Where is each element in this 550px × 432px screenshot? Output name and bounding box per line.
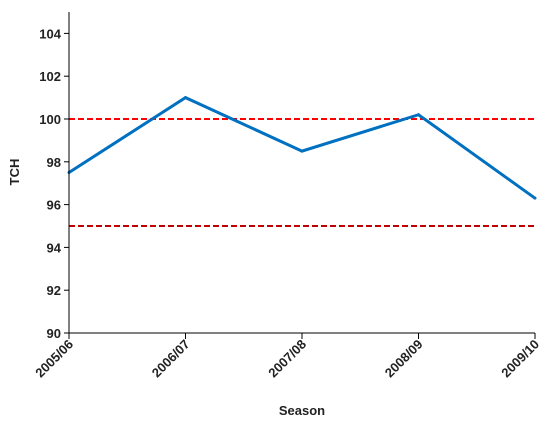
x-tick-label-2007-08: 2007/08 [265, 337, 309, 381]
x-tick-label-2005-06: 2005/06 [32, 337, 76, 381]
y-tick-label-90: 90 [47, 326, 61, 341]
x-tick-label-2008-09: 2008/09 [382, 337, 426, 381]
y-tick-label-96: 96 [47, 198, 61, 213]
y-tick-label-94: 94 [47, 240, 62, 255]
labels-layer: Season TCH [7, 159, 325, 418]
y-tick-label-104: 104 [39, 26, 61, 41]
y-tick-label-92: 92 [47, 283, 61, 298]
x-tick-label-2009-10: 2009/10 [498, 337, 542, 381]
series-layer [67, 95, 537, 200]
data-point-2009-10 [533, 196, 537, 200]
reference-lines-layer [69, 118, 535, 227]
x-axis-title: Season [279, 403, 325, 418]
data-point-2007-08 [300, 149, 304, 153]
y-tick-label-100: 100 [39, 112, 61, 127]
x-tick-label-2006-07: 2006/07 [149, 337, 193, 381]
y-axis-title: TCH [7, 159, 22, 186]
data-point-2008-09 [417, 113, 420, 117]
series-line-1 [68, 95, 536, 200]
y-tick-label-98: 98 [47, 155, 61, 170]
y-tick-label-102: 102 [39, 69, 61, 84]
axes-layer: 90 92 94 96 98 100 102 104 2005/06 2006/07 2007/08… [32, 12, 542, 380]
data-point-2006-07 [184, 96, 187, 100]
